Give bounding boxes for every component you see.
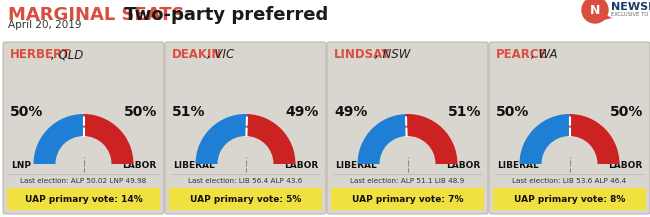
Text: MARGINAL SEATS: MARGINAL SEATS xyxy=(8,6,185,24)
Text: 50%: 50% xyxy=(124,105,157,119)
Text: UAP primary vote: 7%: UAP primary vote: 7% xyxy=(352,194,463,204)
Text: Two-party preferred: Two-party preferred xyxy=(118,6,328,24)
Text: , NSW: , NSW xyxy=(374,48,410,61)
Text: LINDSAY: LINDSAY xyxy=(334,48,391,61)
Bar xyxy=(331,188,484,210)
FancyBboxPatch shape xyxy=(3,42,164,214)
Text: HERBERT: HERBERT xyxy=(10,48,71,61)
Text: , WA: , WA xyxy=(531,48,557,61)
Polygon shape xyxy=(604,14,612,20)
Text: 49%: 49% xyxy=(334,105,367,119)
Text: UAP primary vote: 5%: UAP primary vote: 5% xyxy=(190,194,301,204)
Circle shape xyxy=(582,0,608,23)
Bar xyxy=(7,188,160,210)
Wedge shape xyxy=(246,114,296,164)
Wedge shape xyxy=(358,114,407,164)
Text: LABOR: LABOR xyxy=(446,161,480,169)
Text: EXCLUSIVE TO THE AUSTRALIAN: EXCLUSIVE TO THE AUSTRALIAN xyxy=(611,13,650,18)
Text: LABOR: LABOR xyxy=(608,161,642,169)
Text: NEWSPOLL: NEWSPOLL xyxy=(611,2,650,12)
Wedge shape xyxy=(519,114,569,164)
Bar xyxy=(493,188,646,210)
FancyBboxPatch shape xyxy=(489,42,650,214)
Text: 51%: 51% xyxy=(172,105,205,119)
Wedge shape xyxy=(406,114,458,164)
Text: LIBERAL: LIBERAL xyxy=(335,161,377,169)
Text: 51%: 51% xyxy=(447,105,481,119)
Text: April 20, 2019: April 20, 2019 xyxy=(8,20,81,30)
Text: PEARCE: PEARCE xyxy=(496,48,547,61)
Text: , QLD: , QLD xyxy=(51,48,83,61)
Text: 49%: 49% xyxy=(285,105,319,119)
Text: UAP primary vote: 14%: UAP primary vote: 14% xyxy=(25,194,142,204)
FancyBboxPatch shape xyxy=(165,42,326,214)
Text: UAP primary vote: 8%: UAP primary vote: 8% xyxy=(514,194,625,204)
Bar xyxy=(169,188,322,210)
Text: Last election: LIB 56.4 ALP 43.6: Last election: LIB 56.4 ALP 43.6 xyxy=(188,178,303,184)
Text: Last election: ALP 51.1 LIB 48.9: Last election: ALP 51.1 LIB 48.9 xyxy=(350,178,465,184)
Wedge shape xyxy=(34,114,83,164)
Text: 50%: 50% xyxy=(10,105,44,119)
Text: N: N xyxy=(590,3,600,16)
FancyBboxPatch shape xyxy=(327,42,488,214)
Text: LIBERAL: LIBERAL xyxy=(173,161,214,169)
Text: 50%: 50% xyxy=(496,105,529,119)
Wedge shape xyxy=(196,114,247,164)
Wedge shape xyxy=(83,114,133,164)
Text: LNP: LNP xyxy=(11,161,31,169)
Text: LIBERAL: LIBERAL xyxy=(497,161,539,169)
Text: 50%: 50% xyxy=(610,105,643,119)
Text: , VIC: , VIC xyxy=(207,48,234,61)
Wedge shape xyxy=(569,114,619,164)
Text: Last election: ALP 50.02 LNP 49.98: Last election: ALP 50.02 LNP 49.98 xyxy=(20,178,147,184)
Text: LABOR: LABOR xyxy=(284,161,318,169)
Text: Last election: LIB 53.6 ALP 46.4: Last election: LIB 53.6 ALP 46.4 xyxy=(512,178,627,184)
Text: DEAKIN: DEAKIN xyxy=(172,48,222,61)
Text: LABOR: LABOR xyxy=(122,161,156,169)
